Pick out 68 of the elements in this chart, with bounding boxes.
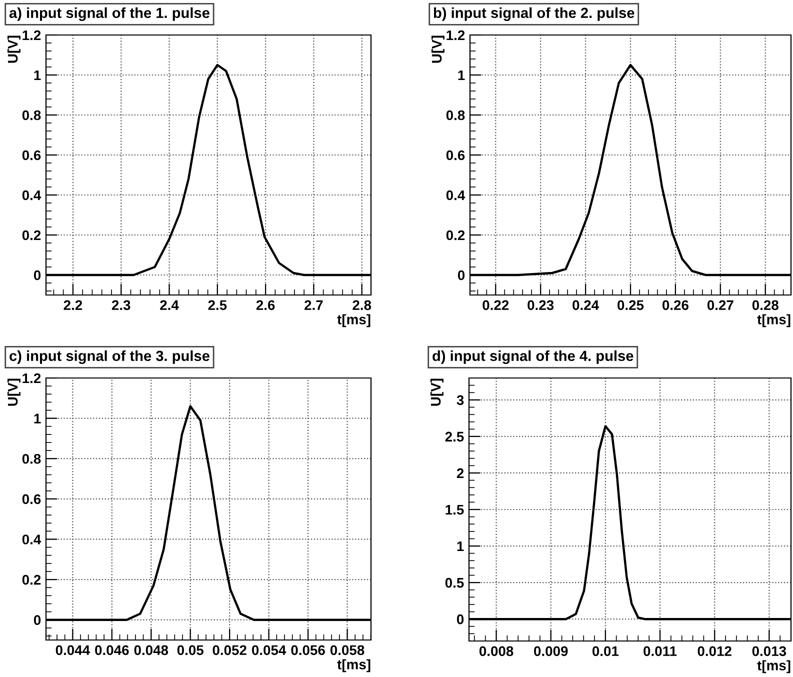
y-tick-label: 0.4 — [446, 190, 466, 200]
y-axis-title: U[V] — [430, 378, 444, 406]
y-tick-label: 0.4 — [22, 190, 42, 200]
y-tick-label: 2 — [456, 468, 464, 478]
y-tick-label: 1 — [34, 70, 41, 80]
x-axis-title: t[ms] — [757, 660, 790, 674]
x-tick-label: 0.009 — [534, 646, 568, 656]
y-tick-label: 1.2 — [22, 30, 41, 40]
y-tick-label: 0.2 — [22, 230, 41, 240]
y-axis-title: U[V] — [7, 378, 20, 406]
x-tick-label: 0.008 — [479, 646, 514, 656]
y-axis-title: U[V] — [431, 36, 444, 63]
x-tick-label: 0.24 — [572, 300, 599, 310]
chart-title: d) input signal of the 4. pulse — [432, 350, 634, 364]
x-tick-label: 0.23 — [528, 300, 554, 310]
y-tick-label: 1.5 — [446, 504, 464, 515]
y-tick-label: 0.6 — [446, 150, 465, 160]
y-tick-label: 0.5 — [445, 578, 464, 588]
y-tick-label: 0 — [458, 270, 465, 280]
x-tick-label: 0.058 — [330, 645, 364, 656]
y-tick-label: 1 — [458, 70, 465, 80]
x-tick-label: 2.7 — [304, 300, 323, 310]
x-tick-label: 0.01 — [592, 646, 619, 656]
x-axis-title: t[ms] — [337, 314, 370, 328]
x-tick-label: 2.5 — [208, 300, 227, 310]
y-tick-label: 3 — [456, 395, 464, 406]
x-tick-label: 0.22 — [482, 300, 509, 310]
y-tick-label: 0.6 — [22, 150, 41, 160]
y-tick-label: 0.4 — [22, 534, 42, 544]
x-tick-label: 0.011 — [644, 646, 677, 656]
x-tick-label: 0.28 — [752, 300, 778, 310]
y-tick-label: 0.2 — [22, 574, 41, 585]
y-tick-label: 0 — [34, 270, 41, 280]
x-tick-label: 0.013 — [752, 646, 786, 656]
x-tick-label: 2.3 — [112, 300, 130, 310]
y-tick-label: 0 — [456, 614, 464, 624]
y-tick-label: 1.2 — [446, 30, 465, 40]
x-tick-label: 0.044 — [56, 645, 90, 656]
y-tick-label: 0.8 — [22, 454, 41, 464]
y-tick-label: 1 — [457, 542, 464, 552]
chart-title: c) input signal of the 3. pulse — [10, 350, 210, 364]
x-tick-label: 2.4 — [160, 300, 179, 310]
x-tick-label: 2.8 — [352, 300, 372, 310]
y-axis-title: U[V] — [7, 36, 20, 63]
x-tick-label: 0.048 — [134, 645, 168, 656]
x-tick-label: 0.052 — [212, 645, 246, 656]
x-tick-label: 0.05 — [177, 645, 204, 656]
x-tick-label: 0.056 — [291, 645, 325, 656]
y-tick-label: 0.6 — [22, 494, 41, 504]
y-tick-label: 1 — [34, 414, 41, 424]
x-tick-label: 0.012 — [698, 646, 732, 656]
y-tick-label: 0 — [34, 615, 41, 626]
chart-title: b) input signal of the 2. pulse — [434, 7, 634, 21]
x-tick-label: 0.046 — [95, 645, 129, 656]
y-tick-label: 0.8 — [22, 110, 41, 120]
x-tick-label: 0.27 — [707, 300, 734, 310]
y-tick-label: 1.2 — [22, 373, 41, 384]
y-tick-label: 0.2 — [446, 230, 465, 240]
x-axis-title: t[ms] — [337, 659, 370, 672]
x-tick-label: 0.26 — [662, 300, 688, 310]
y-tick-label: 0.8 — [446, 110, 465, 120]
x-tick-label: 0.25 — [618, 300, 644, 310]
x-axis-title: t[ms] — [757, 314, 790, 328]
y-tick-label: 2.5 — [445, 432, 464, 442]
x-tick-label: 2.2 — [64, 300, 82, 310]
x-tick-label: 2.6 — [256, 300, 275, 310]
chart-title: a) input signal of the 1. pulse — [9, 7, 210, 21]
x-tick-label: 0.054 — [252, 645, 286, 656]
